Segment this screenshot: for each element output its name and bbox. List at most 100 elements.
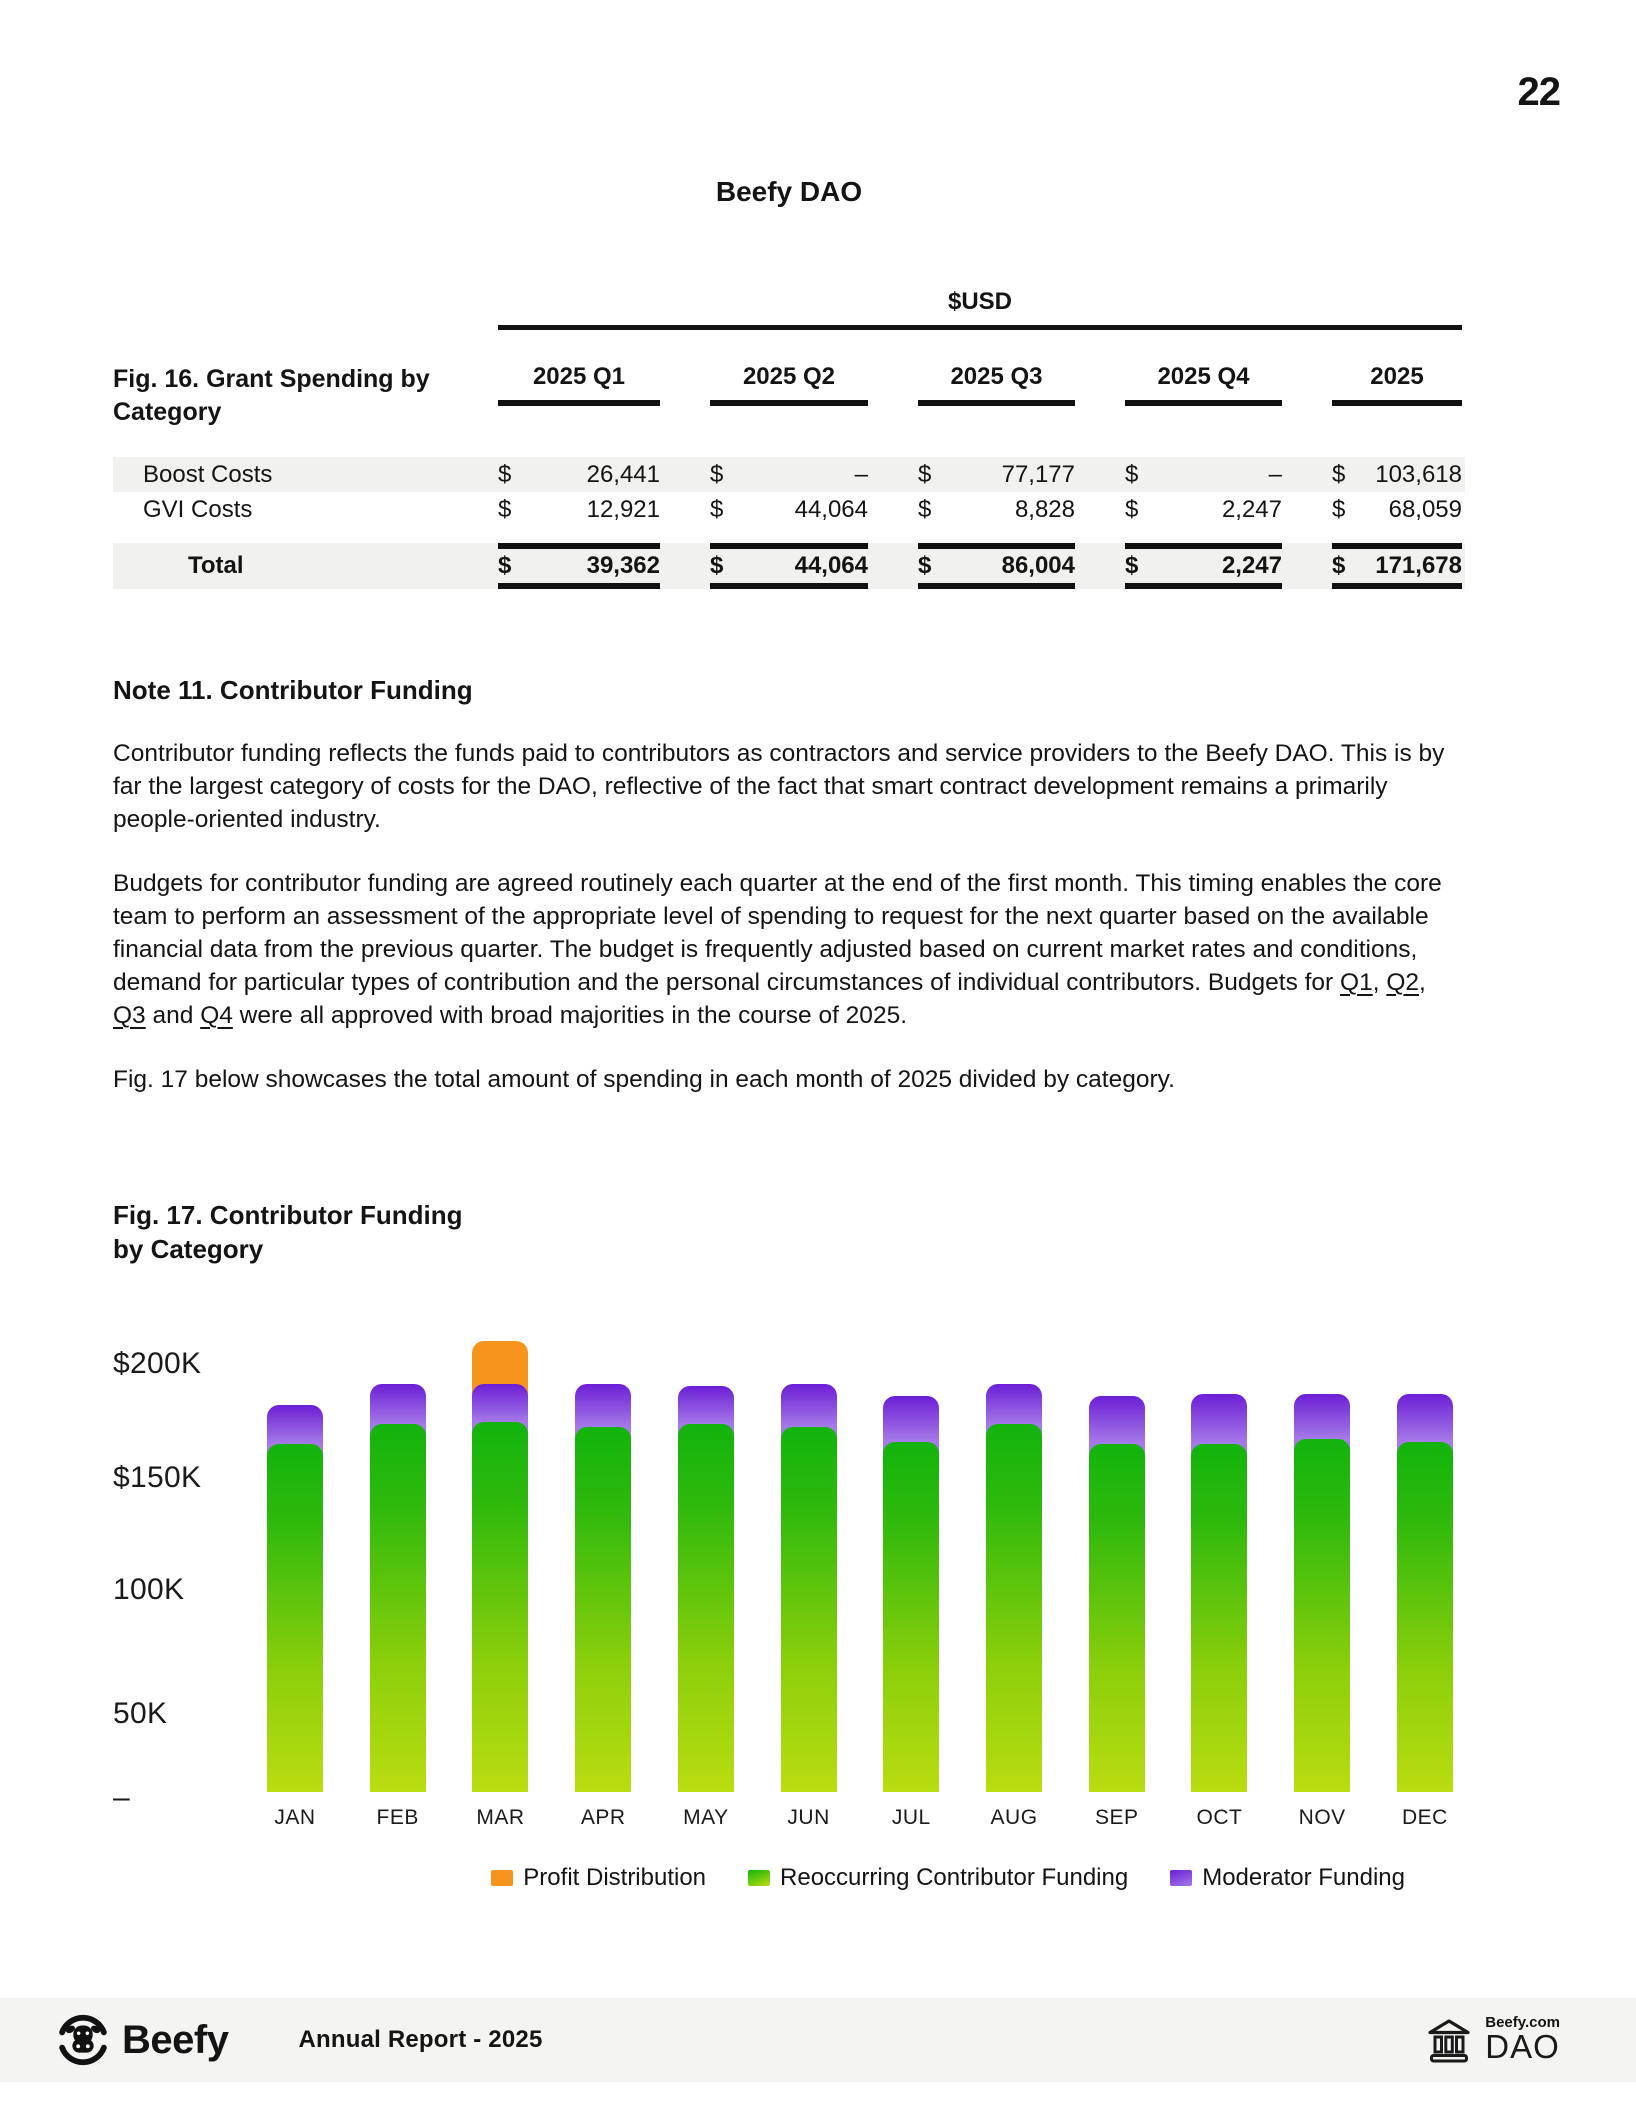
bar-segment-reoccurring-contributor-funding	[267, 1443, 323, 1792]
cell-value: 86,004	[1001, 552, 1075, 579]
currency-sign: $	[1332, 460, 1346, 488]
bars-area	[267, 1322, 1453, 1792]
bar-segment-reoccurring-contributor-funding	[986, 1424, 1043, 1792]
cell-value: 171,678	[1375, 552, 1462, 579]
legend-label: Profit Distribution	[523, 1864, 707, 1891]
month-label-aug: AUG	[990, 1806, 1038, 1829]
note-11-section: Note 11. Contributor Funding Contributor…	[113, 675, 1465, 1096]
cell-value: 2,247	[1221, 552, 1282, 579]
page-content: Beefy DAO $USD Fig. 16. Grant Spending b…	[113, 0, 1465, 1892]
bar-jul	[883, 1322, 940, 1792]
currency-sign: $	[1332, 552, 1346, 579]
column-header-q2: 2025 Q2	[710, 363, 868, 406]
table-row-total: Total $39,362 $44,064 $86,004 $2,247 $17…	[113, 543, 1465, 589]
q4-link[interactable]: Q4	[200, 1002, 233, 1029]
cell-value: 77,177	[1001, 460, 1075, 488]
note-paragraph-1: Contributor funding reflects the funds p…	[113, 740, 1445, 833]
cell-value: 39,362	[586, 552, 660, 579]
currency-sign: $	[1125, 552, 1139, 579]
bar-segment-reoccurring-contributor-funding	[369, 1424, 426, 1792]
column-header-q3: 2025 Q3	[918, 363, 1075, 406]
currency-sign: $	[710, 495, 724, 523]
bar-dec	[1396, 1322, 1453, 1792]
month-label-sep: SEP	[1094, 1806, 1139, 1829]
q3-link[interactable]: Q3	[113, 1002, 146, 1029]
bar-jun	[780, 1322, 837, 1792]
bar-segment-reoccurring-contributor-funding	[575, 1426, 632, 1792]
bar-nov	[1294, 1322, 1351, 1792]
currency-sign: $	[498, 495, 512, 523]
legend-swatch-purple-icon	[1170, 1870, 1193, 1886]
currency-units-header: $USD	[947, 288, 1013, 315]
currency-sign: $	[498, 552, 512, 579]
table-row-gvi-costs: GVI Costs $12,921 $44,064 $8,828 $2,247 …	[113, 492, 1465, 527]
table-spacer	[113, 527, 1465, 543]
currency-sign: $	[918, 552, 932, 579]
currency-sign: $	[1332, 495, 1346, 523]
bar-sep	[1088, 1322, 1145, 1792]
currency-sign: $	[1125, 460, 1139, 488]
y-axis-label: $200K	[113, 1347, 202, 1380]
bar-apr	[575, 1322, 632, 1792]
month-label-jun: JUN	[787, 1806, 830, 1829]
bar-segment-reoccurring-contributor-funding	[472, 1422, 529, 1792]
bar-mar	[472, 1322, 529, 1792]
page-number: 22	[1517, 70, 1561, 114]
legend-label: Moderator Funding	[1202, 1864, 1405, 1891]
footer-dao-brand: Beefy.com DAO	[1425, 2014, 1560, 2066]
month-label-mar: MAR	[476, 1806, 525, 1829]
footer-brand-name: Beefy	[122, 2017, 229, 2062]
month-label-jul: JUL	[891, 1806, 931, 1829]
note-paragraph-2: Budgets for contributor funding are agre…	[113, 870, 1442, 1029]
legend-item-profit-distribution: Profit Distribution	[491, 1864, 706, 1892]
footer-brand: Beefy Annual Report - 2025	[54, 2011, 543, 2069]
bar-jan	[267, 1322, 323, 1792]
y-axis-label: 100K	[113, 1573, 185, 1606]
legend-swatch-orange-icon	[491, 1870, 514, 1886]
cell-value: 26,441	[586, 460, 660, 488]
dao-bank-icon	[1428, 2019, 1470, 2063]
currency-sign: $	[918, 495, 932, 523]
cell-value: 8,828	[1014, 495, 1075, 523]
column-header-year: 2025	[1332, 363, 1462, 406]
cell-value: –	[1268, 460, 1282, 488]
q2-link[interactable]: Q2	[1386, 969, 1420, 996]
beefy-cow-logo-icon	[59, 2014, 107, 2066]
legend-label: Reoccurring Contributor Funding	[780, 1864, 1129, 1891]
table-row-boost-costs: Boost Costs $26,441 $ – $77,177 $ – $103,6…	[113, 457, 1465, 492]
q1-link[interactable]: Q1	[1340, 969, 1373, 996]
cell-value: 44,064	[794, 552, 868, 579]
bar-segment-reoccurring-contributor-funding	[1294, 1439, 1351, 1792]
currency-sign: $	[498, 460, 512, 488]
bar-segment-reoccurring-contributor-funding	[883, 1441, 940, 1792]
currency-sign: $	[710, 552, 724, 579]
bar-segment-reoccurring-contributor-funding	[1396, 1441, 1453, 1792]
bar-feb	[369, 1322, 426, 1792]
footer-dao-site: Beefy.com	[1485, 2014, 1560, 2031]
column-header-q1: 2025 Q1	[498, 363, 660, 406]
bar-oct	[1191, 1322, 1248, 1792]
month-label-oct: OCT	[1196, 1806, 1243, 1829]
note-heading: Note 11. Contributor Funding	[113, 675, 473, 705]
cell-value: –	[854, 460, 868, 488]
chart-legend: Profit Distribution Reoccurring Contribu…	[113, 1864, 1465, 1892]
currency-sign: $	[1125, 495, 1139, 523]
month-label-dec: DEC	[1401, 1806, 1448, 1829]
y-axis-label: $150K	[113, 1461, 202, 1494]
row-label: Total	[188, 552, 244, 579]
table-top-rule	[498, 325, 1462, 330]
column-header-q4: 2025 Q4	[1125, 363, 1282, 406]
footer-report-label: Annual Report - 2025	[298, 2026, 543, 2053]
bar-aug	[986, 1322, 1043, 1792]
y-axis-label: 50K	[113, 1697, 168, 1730]
month-label-may: MAY	[683, 1806, 729, 1829]
contributor-funding-chart: $200K $150K 100K 50K –	[113, 1322, 1465, 1814]
bar-segment-reoccurring-contributor-funding	[1088, 1443, 1145, 1792]
currency-sign: $	[918, 460, 932, 488]
y-axis-label: –	[113, 1781, 130, 1814]
footer: Beefy Annual Report - 2025 Beefy.com DAO	[0, 1998, 1636, 2082]
note-paragraph-3: Fig. 17 below showcases the total amount…	[113, 1066, 1175, 1093]
cell-value: 103,618	[1375, 460, 1462, 488]
footer-dao-label: DAO	[1485, 2028, 1560, 2065]
